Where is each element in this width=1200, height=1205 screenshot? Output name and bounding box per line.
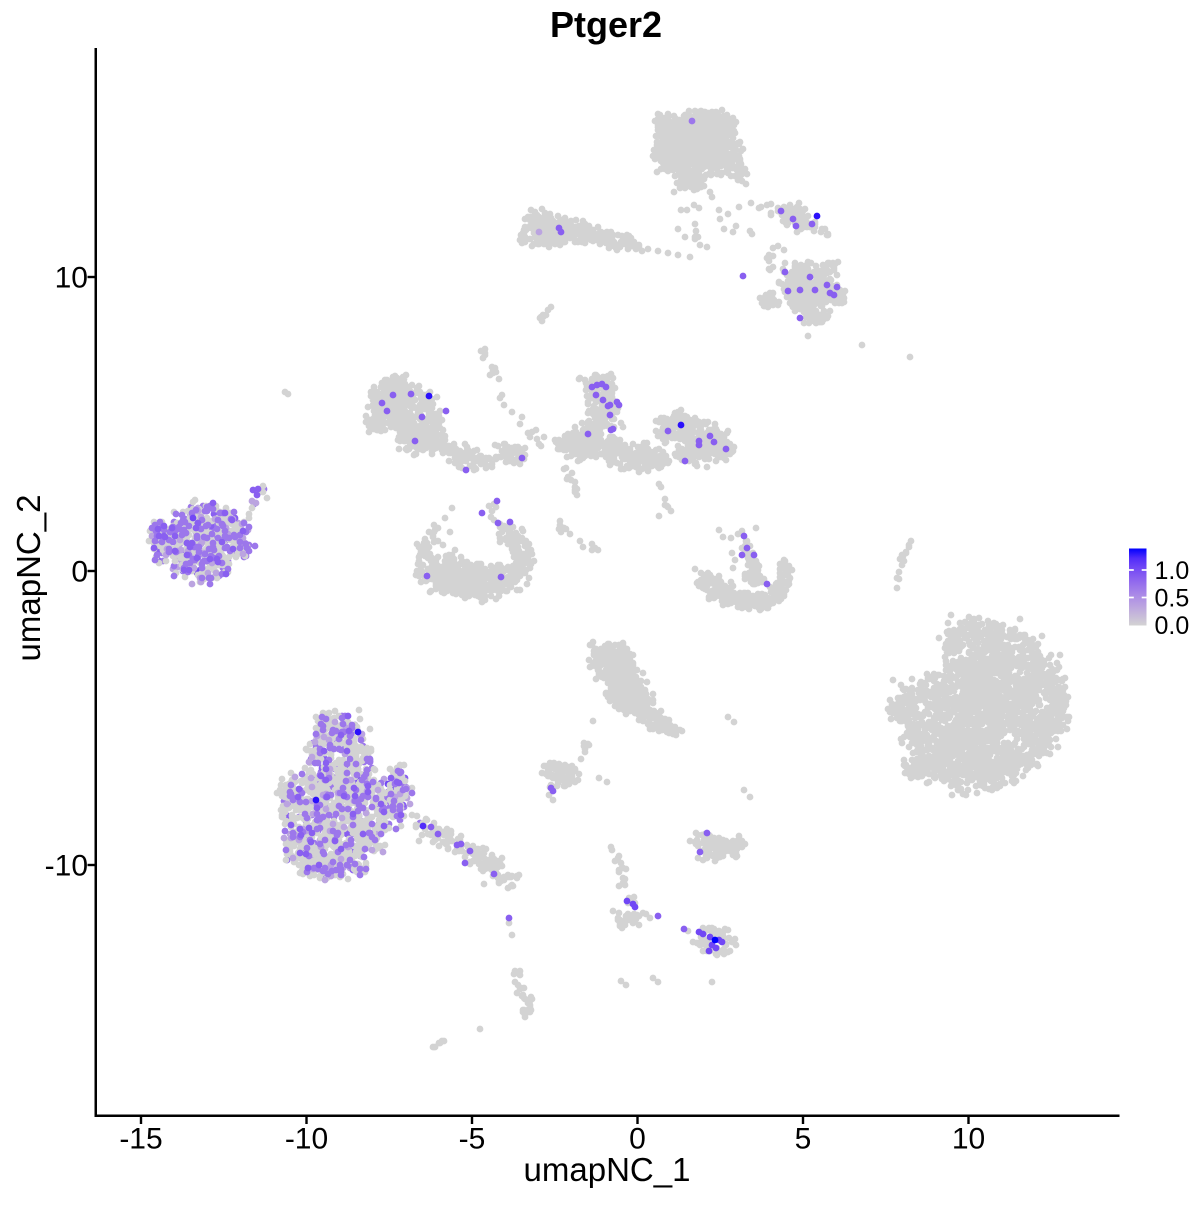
svg-text:10: 10 <box>952 1123 985 1156</box>
svg-text:-15: -15 <box>119 1123 162 1156</box>
svg-text:5: 5 <box>795 1123 812 1156</box>
svg-text:0: 0 <box>629 1123 646 1156</box>
svg-text:-10: -10 <box>45 850 88 883</box>
svg-text:-10: -10 <box>285 1123 328 1156</box>
svg-text:1.0: 1.0 <box>1155 557 1190 585</box>
svg-text:0: 0 <box>71 556 88 589</box>
svg-text:Ptger2: Ptger2 <box>550 4 662 45</box>
svg-text:0.0: 0.0 <box>1155 612 1190 640</box>
svg-text:10: 10 <box>55 262 88 295</box>
svg-text:0.5: 0.5 <box>1155 585 1190 613</box>
svg-text:-5: -5 <box>459 1123 486 1156</box>
svg-text:umapNC_1: umapNC_1 <box>524 1151 691 1188</box>
svg-text:umapNC_2: umapNC_2 <box>10 495 47 662</box>
